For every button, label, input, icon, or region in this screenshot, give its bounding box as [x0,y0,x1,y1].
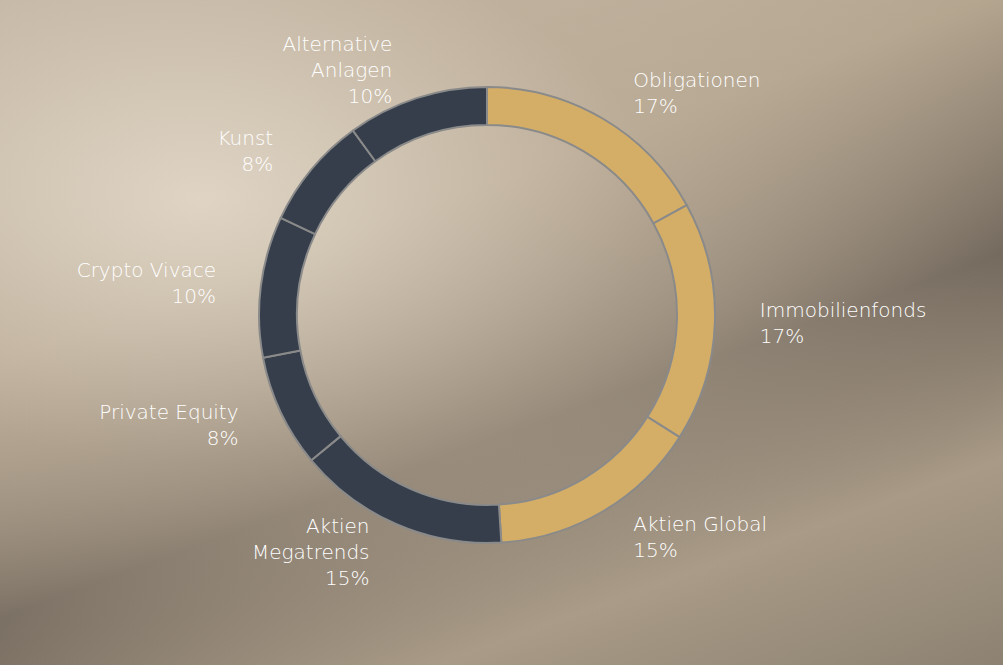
svg-text:10%: 10% [172,284,216,308]
svg-text:Aktien: Aktien [306,514,370,538]
svg-text:8%: 8% [241,152,273,176]
svg-text:17%: 17% [760,324,804,348]
svg-text:17%: 17% [633,94,677,118]
svg-text:Crypto Vivace: Crypto Vivace [77,258,216,282]
svg-text:Immobilienfonds: Immobilienfonds [760,298,927,322]
svg-text:Private Equity: Private Equity [99,400,238,424]
svg-text:15%: 15% [633,538,677,562]
svg-text:Alternative: Alternative [283,32,393,56]
svg-text:Anlagen: Anlagen [311,58,392,82]
svg-text:Aktien Global: Aktien Global [633,512,767,536]
svg-text:Kunst: Kunst [217,126,273,150]
svg-text:15%: 15% [325,566,369,590]
svg-text:10%: 10% [348,84,392,108]
svg-text:8%: 8% [207,426,239,450]
svg-text:Obligationen: Obligationen [633,68,760,92]
svg-text:Megatrends: Megatrends [252,540,370,564]
